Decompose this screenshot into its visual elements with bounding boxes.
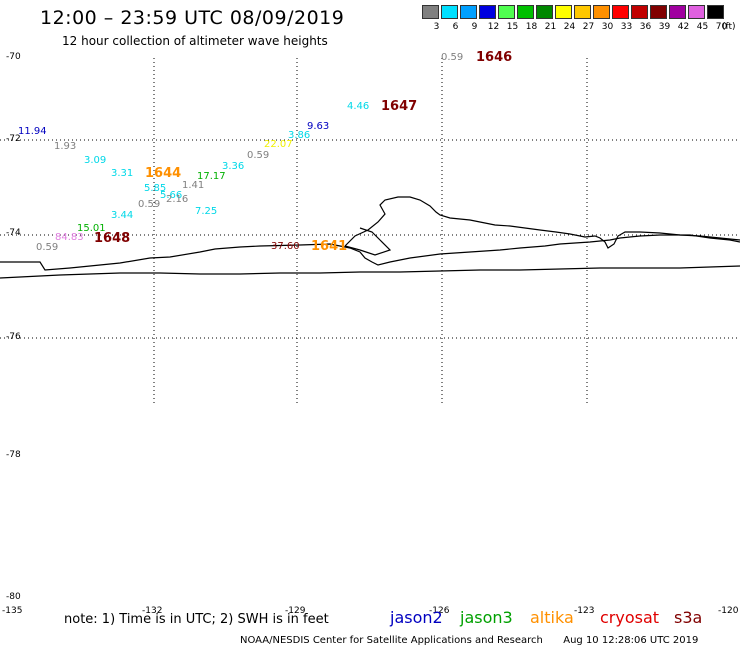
scale-label-33: 33 [620,22,633,32]
lon-label-132: -132 [142,606,163,616]
lon-label-126: -126 [429,606,450,616]
scale-swatch-42 [669,5,686,19]
wave-height-label: 11.94 [18,126,47,137]
coastline-mainland [0,265,740,279]
lat-label-70: -70 [6,52,21,62]
scale-swatch-9 [460,5,477,19]
pass-time-label: 1648 [94,231,131,246]
wave-height-label: 17.17 [197,171,226,182]
wave-height-label: 7.25 [195,206,218,217]
wave-height-label: 3.31 [111,168,134,179]
lon-label-120: -120 [718,606,739,616]
wave-height-label: 0.59 [441,52,464,63]
scale-label-45: 45 [696,22,709,32]
wave-height-label: 0.59 [138,199,161,210]
scale-swatch-45 [688,5,705,19]
coastline-inlet [344,227,392,256]
scale-swatch-39 [650,5,667,19]
wave-height-label: 0.59 [36,242,59,253]
lon-label-129: -129 [285,606,306,616]
lat-label-78: -78 [6,450,21,460]
scale-swatch-24 [555,5,572,19]
satellite-legend-jason3: jason3 [460,608,513,627]
pass-time-label: 1644 [145,166,182,181]
scale-swatch-27 [574,5,591,19]
wave-height-label: 15.01 [77,223,106,234]
scale-label-18: 18 [525,22,538,32]
wave-height-label: 4.46 [347,101,370,112]
wave-height-label: 3.09 [84,155,107,166]
wave-height-label: 5.66 [160,190,183,201]
scale-label-21: 21 [544,22,557,32]
coastline-ice-shelf-front [0,234,740,271]
lat-label-74: -74 [6,228,21,238]
credit-text: NOAA/NESDIS Center for Satellite Applica… [240,635,543,646]
wave-height-label: 3.86 [288,130,311,141]
scale-swatch-18 [517,5,534,19]
coastline-island [344,196,740,249]
scale-label-12: 12 [487,22,500,32]
scale-label-15: 15 [506,22,519,32]
units-note: note: 1) Time is in UTC; 2) SWH is in fe… [64,612,329,627]
scale-label-27: 27 [582,22,595,32]
scale-label-39: 39 [658,22,671,32]
wave-height-label: 1.41 [182,180,205,191]
scale-swatch-36 [631,5,648,19]
satellite-legend-jason2: jason2 [390,608,443,627]
wave-height-label: 0.59 [247,150,270,161]
satellite-legend-altika: altika [530,608,574,627]
satellite-legend-cryosat: cryosat [600,608,660,627]
wave-height-label: 1.93 [54,141,77,152]
footer-credit-line: NOAA/NESDIS Center for Satellite Applica… [240,635,698,646]
scale-swatch-12 [479,5,496,19]
map-subtitle: 12 hour collection of altimeter wave hei… [62,34,328,48]
lat-label-76: -76 [6,332,21,342]
scale-label-9: 9 [471,22,478,32]
scale-label-70: 70 [715,22,728,32]
scale-label-6: 6 [452,22,459,32]
wave-height-label: 5.85 [144,183,167,194]
pass-time-label: 1647 [381,99,418,114]
pass-time-label: 1646 [476,50,513,65]
wave-height-label: 22.07 [264,139,293,150]
generated-timestamp: Aug 10 12:28:06 UTC 2019 [563,635,699,646]
scale-label-30: 30 [601,22,614,32]
wave-height-label: 3.36 [222,161,245,172]
scale-swatch-70 [707,5,724,19]
scale-swatch-21 [536,5,553,19]
scale-label-24: 24 [563,22,576,32]
wave-height-label: 9.63 [307,121,330,132]
scale-label-36: 36 [639,22,652,32]
scale-swatch-3 [422,5,439,19]
coastline [0,196,740,279]
scale-swatch-30 [593,5,610,19]
scale-swatch-33 [612,5,629,19]
map-title: 12:00 – 23:59 UTC 08/09/2019 [40,7,345,29]
pass-time-label: 1641 [311,239,348,254]
wave-height-label: 84.83 [55,232,84,243]
satellite-legend-s3a: s3a [674,608,703,627]
lat-label-80: -80 [6,592,21,602]
scale-label-42: 42 [677,22,690,32]
scale-unit-label: (ft) [722,22,736,32]
lon-label-135: -135 [2,606,23,616]
lon-label-123: -123 [574,606,595,616]
wave-height-label: 3.44 [111,210,134,221]
wave-height-label: 37.60 [271,241,300,252]
scale-label-3: 3 [433,22,440,32]
lat-label-72: -72 [6,134,21,144]
scale-swatch-6 [441,5,458,19]
wave-height-label: 2.16 [166,194,189,205]
scale-swatch-15 [498,5,515,19]
graticule [0,58,740,405]
